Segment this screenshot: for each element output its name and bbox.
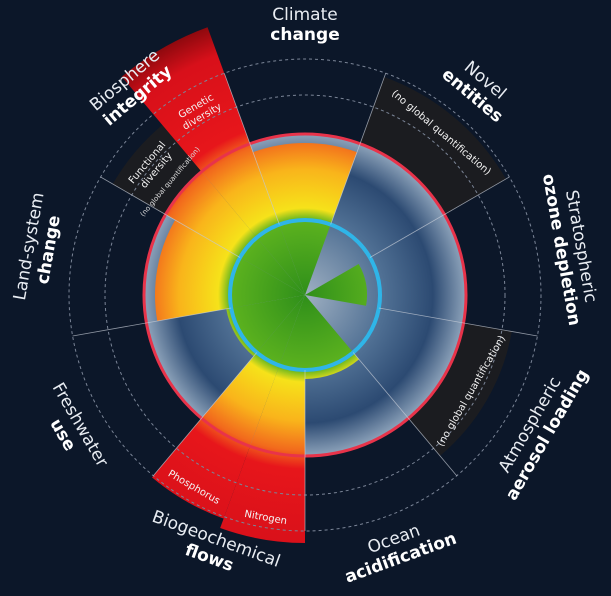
outer-ring: [68, 58, 542, 532]
wedge: [407, 322, 512, 456]
divider: [152, 352, 258, 477]
wedge: [152, 295, 305, 519]
divider: [72, 307, 232, 337]
wedge: [155, 220, 305, 322]
divider: [369, 176, 510, 258]
divider: [378, 307, 538, 337]
boundary-label-text: change: [270, 25, 339, 45]
wedge: [166, 172, 305, 295]
divider: [223, 73, 280, 225]
wedge: [305, 264, 367, 306]
wedge: [220, 295, 305, 543]
divider: [352, 352, 458, 477]
boundary-label-text: Climate: [272, 5, 337, 25]
dividers: [72, 73, 538, 531]
divider: [100, 176, 241, 258]
divider: [330, 73, 387, 225]
